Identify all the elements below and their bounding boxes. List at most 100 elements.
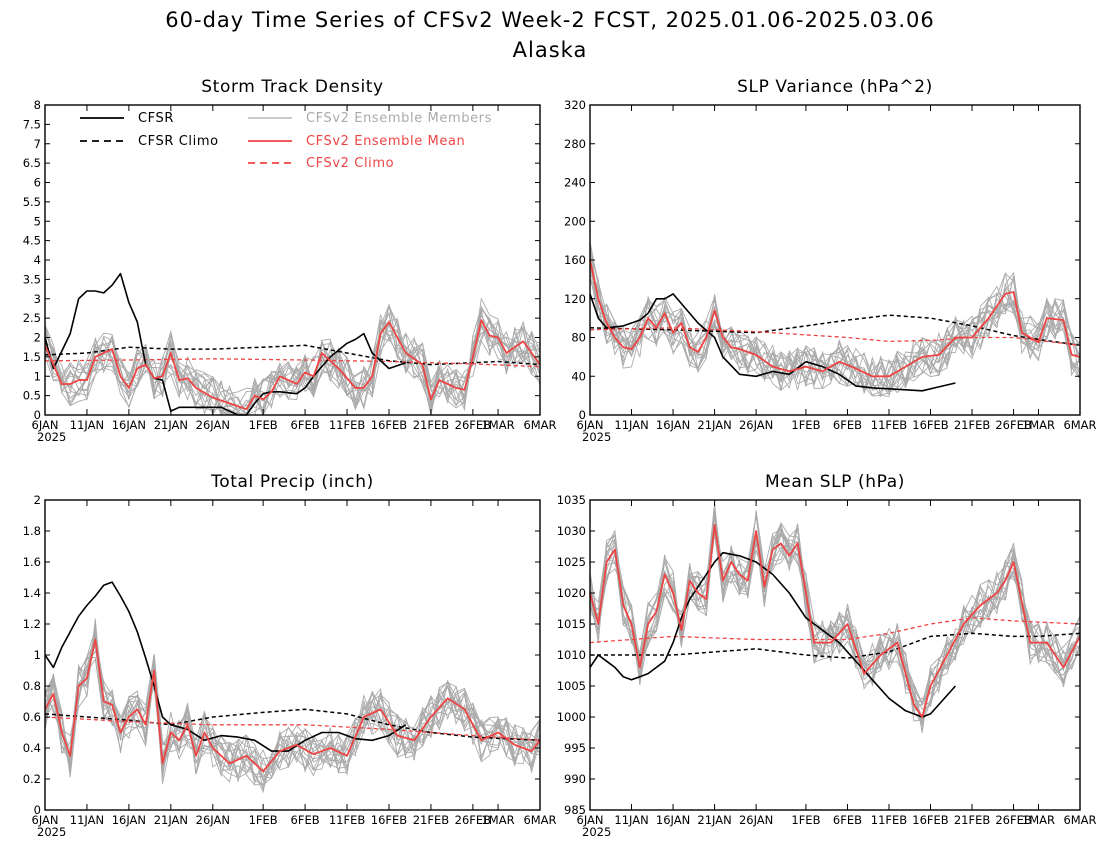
x-tick-label: 6MAR <box>523 418 556 432</box>
y-tick-label: 160 <box>564 253 586 267</box>
y-tick-label: 3.5 <box>23 272 41 286</box>
ensemble-member-line <box>589 528 1081 705</box>
series-cfsv2-ensemble-mean <box>44 638 541 773</box>
ensemble-member-line <box>589 255 1081 397</box>
y-tick-label: 995 <box>564 741 586 755</box>
x-tick-label: 1FEB <box>791 813 820 827</box>
panel-title: Mean SLP (hPa) <box>765 472 905 492</box>
x-tick-label: 26FEB <box>995 813 1032 827</box>
series-cfsr <box>44 272 407 416</box>
ensemble-member-line <box>589 508 1081 717</box>
ensemble-member-line <box>44 631 541 778</box>
x-tick-label: 1MAR <box>481 813 514 827</box>
series-cfsr <box>44 581 407 752</box>
x-tick-label: 16FEB <box>912 813 949 827</box>
legend: CFSR CFSR Climo CFSv2 Ensemble Members CFSv… <box>80 111 491 171</box>
series-cfsv2-climo <box>44 716 541 741</box>
ensemble-member-line <box>44 627 541 790</box>
y-tick-label: 1020 <box>557 586 586 600</box>
ensemble-member-line <box>589 513 1081 713</box>
y-tick-label: 990 <box>564 772 586 786</box>
y-tick-label: 1025 <box>557 555 586 569</box>
series-cfsr <box>589 293 956 392</box>
y-tick-label: 8 <box>34 98 41 112</box>
x-tick-label: 6MAR <box>1063 418 1096 432</box>
x-tick-label: 11FEB <box>329 418 366 432</box>
x-tick-label: 6JAN <box>577 418 604 432</box>
ensemble-member-line <box>44 314 541 413</box>
y-tick-label: 240 <box>564 176 586 190</box>
panel-title: SLP Variance (hPa^2) <box>737 77 933 97</box>
series-cfsv2-ensemble-mean <box>589 259 1081 378</box>
x-tick-label: 21FEB <box>954 418 991 432</box>
x-tick-label: 16FEB <box>371 813 408 827</box>
x-tick-label: 21FEB <box>413 813 450 827</box>
y-tick-label: 280 <box>564 137 586 151</box>
x-tick-label: 1FEB <box>249 813 278 827</box>
y-tick-label: 7.5 <box>23 117 41 131</box>
legend-label-cfsv2-ensemble-mean: CFSv2 Ensemble Mean <box>306 134 465 149</box>
y-tick-label: 4 <box>34 253 41 267</box>
ensemble-member-line <box>589 514 1081 705</box>
y-tick-label: 200 <box>564 214 586 228</box>
x-year-label: 2025 <box>37 825 66 839</box>
x-tick-label: 16JAN <box>656 813 690 827</box>
x-tick-label: 21FEB <box>413 418 450 432</box>
series-cfsr-climo <box>590 632 1081 659</box>
x-tick-label: 16JAN <box>112 418 146 432</box>
x-tick-label: 16JAN <box>656 418 690 432</box>
y-tick-label: 6.5 <box>23 156 41 170</box>
panel-title: Total Precip (inch) <box>210 472 374 492</box>
ensemble-member-line <box>589 513 1081 703</box>
y-tick-label: 7 <box>34 137 41 151</box>
series-cfsv2-climo <box>44 358 541 368</box>
y-tick-label: 2.5 <box>23 311 41 325</box>
y-tick-label: 5 <box>34 214 41 228</box>
ensemble-member-line <box>44 297 541 414</box>
x-tick-label: 21JAN <box>154 418 188 432</box>
x-tick-label: 16JAN <box>112 813 146 827</box>
x-tick-label: 21JAN <box>154 813 188 827</box>
x-year-label: 2025 <box>582 825 611 839</box>
ensemble-member-line <box>589 515 1081 720</box>
x-tick-label: 26JAN <box>196 418 230 432</box>
x-tick-label: 26FEB <box>455 418 492 432</box>
ensemble-member-line <box>589 510 1081 724</box>
y-tick-label: 1005 <box>557 679 586 693</box>
y-tick-label: 3 <box>34 292 41 306</box>
y-tick-label: 1010 <box>557 648 586 662</box>
ensemble-member-line <box>589 253 1081 398</box>
y-tick-label: 2 <box>34 331 41 345</box>
ensemble-member-line <box>44 309 541 417</box>
y-tick-label: 4.5 <box>23 234 41 248</box>
y-tick-label: 1.2 <box>23 617 41 631</box>
ensemble-member-line <box>589 514 1081 727</box>
x-tick-label: 21FEB <box>954 813 991 827</box>
y-tick-label: 0.6 <box>23 710 41 724</box>
x-tick-label: 26JAN <box>196 813 230 827</box>
figure-subtitle: Alaska <box>513 38 588 62</box>
y-tick-label: 1.8 <box>23 524 41 538</box>
x-tick-label: 1FEB <box>249 418 278 432</box>
ensemble-member-line <box>44 618 541 783</box>
x-tick-label: 1MAR <box>1022 813 1055 827</box>
ensemble-member-line <box>44 649 541 779</box>
ensemble-member-line <box>589 521 1081 706</box>
legend-label-cfsr: CFSR <box>138 111 174 126</box>
series-cfsr-climo <box>589 314 1081 347</box>
y-tick-label: 985 <box>564 803 586 817</box>
x-year-label: 2025 <box>37 430 66 444</box>
x-tick-label: 6FEB <box>833 418 862 432</box>
ensemble-member-line <box>589 521 1081 722</box>
y-tick-label: 0 <box>579 408 586 422</box>
panel-mean-slp: Mean SLP (hPa) 985 990 995 1000 1005 1010 1015 1… <box>557 472 1097 839</box>
x-tick-label: 11FEB <box>871 418 908 432</box>
x-tick-label: 1FEB <box>791 418 820 432</box>
y-tick-label: 120 <box>564 292 586 306</box>
x-tick-label: 6JAN <box>577 813 604 827</box>
y-tick-label: 40 <box>571 369 586 383</box>
plot-frame <box>44 499 541 811</box>
ensemble-member-line <box>589 256 1081 391</box>
x-tick-label: 1MAR <box>1022 418 1055 432</box>
ensemble-member-line <box>44 639 541 779</box>
